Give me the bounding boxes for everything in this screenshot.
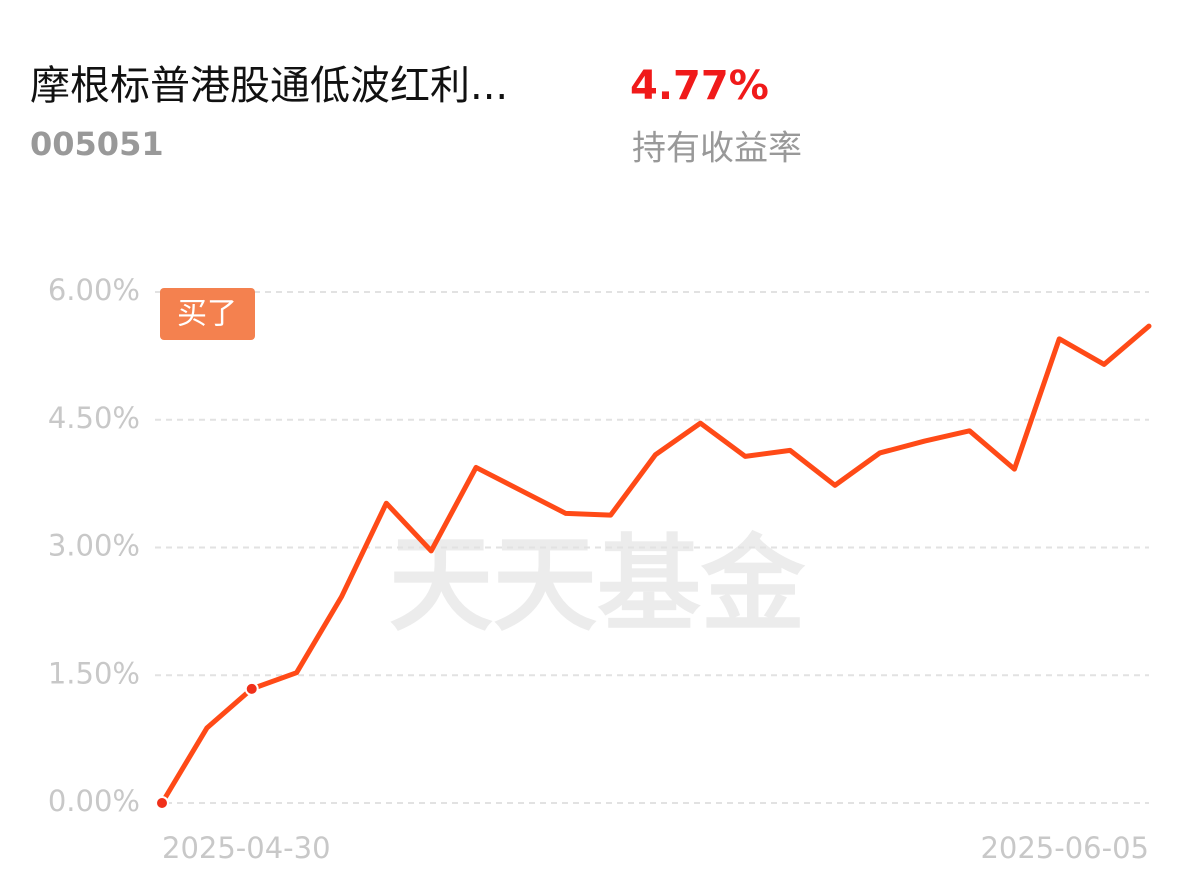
y-tick-label: 6.00% — [48, 273, 140, 307]
return-label: 持有收益率 — [632, 129, 802, 169]
watermark: 天天基金 — [389, 523, 806, 645]
marker-dot — [244, 681, 259, 696]
x-tick-label: 2025-04-30 — [162, 831, 331, 865]
fund-code: 005051 — [30, 125, 164, 163]
return-value: 4.77% — [630, 63, 769, 109]
line — [159, 323, 1152, 806]
y-tick-label: 3.00% — [48, 529, 140, 563]
x-tick-label: 2025-06-05 — [980, 831, 1149, 865]
buy-badge — [160, 288, 255, 340]
y-tick-label: 1.50% — [48, 656, 140, 690]
y-tick-label: 4.50% — [48, 401, 140, 435]
fund-title: 摩根标普港股通低波红利... — [30, 63, 508, 109]
marker-dot — [155, 796, 169, 810]
buy-label: 买了 — [177, 297, 237, 332]
y-tick-label: 0.00% — [48, 784, 140, 818]
